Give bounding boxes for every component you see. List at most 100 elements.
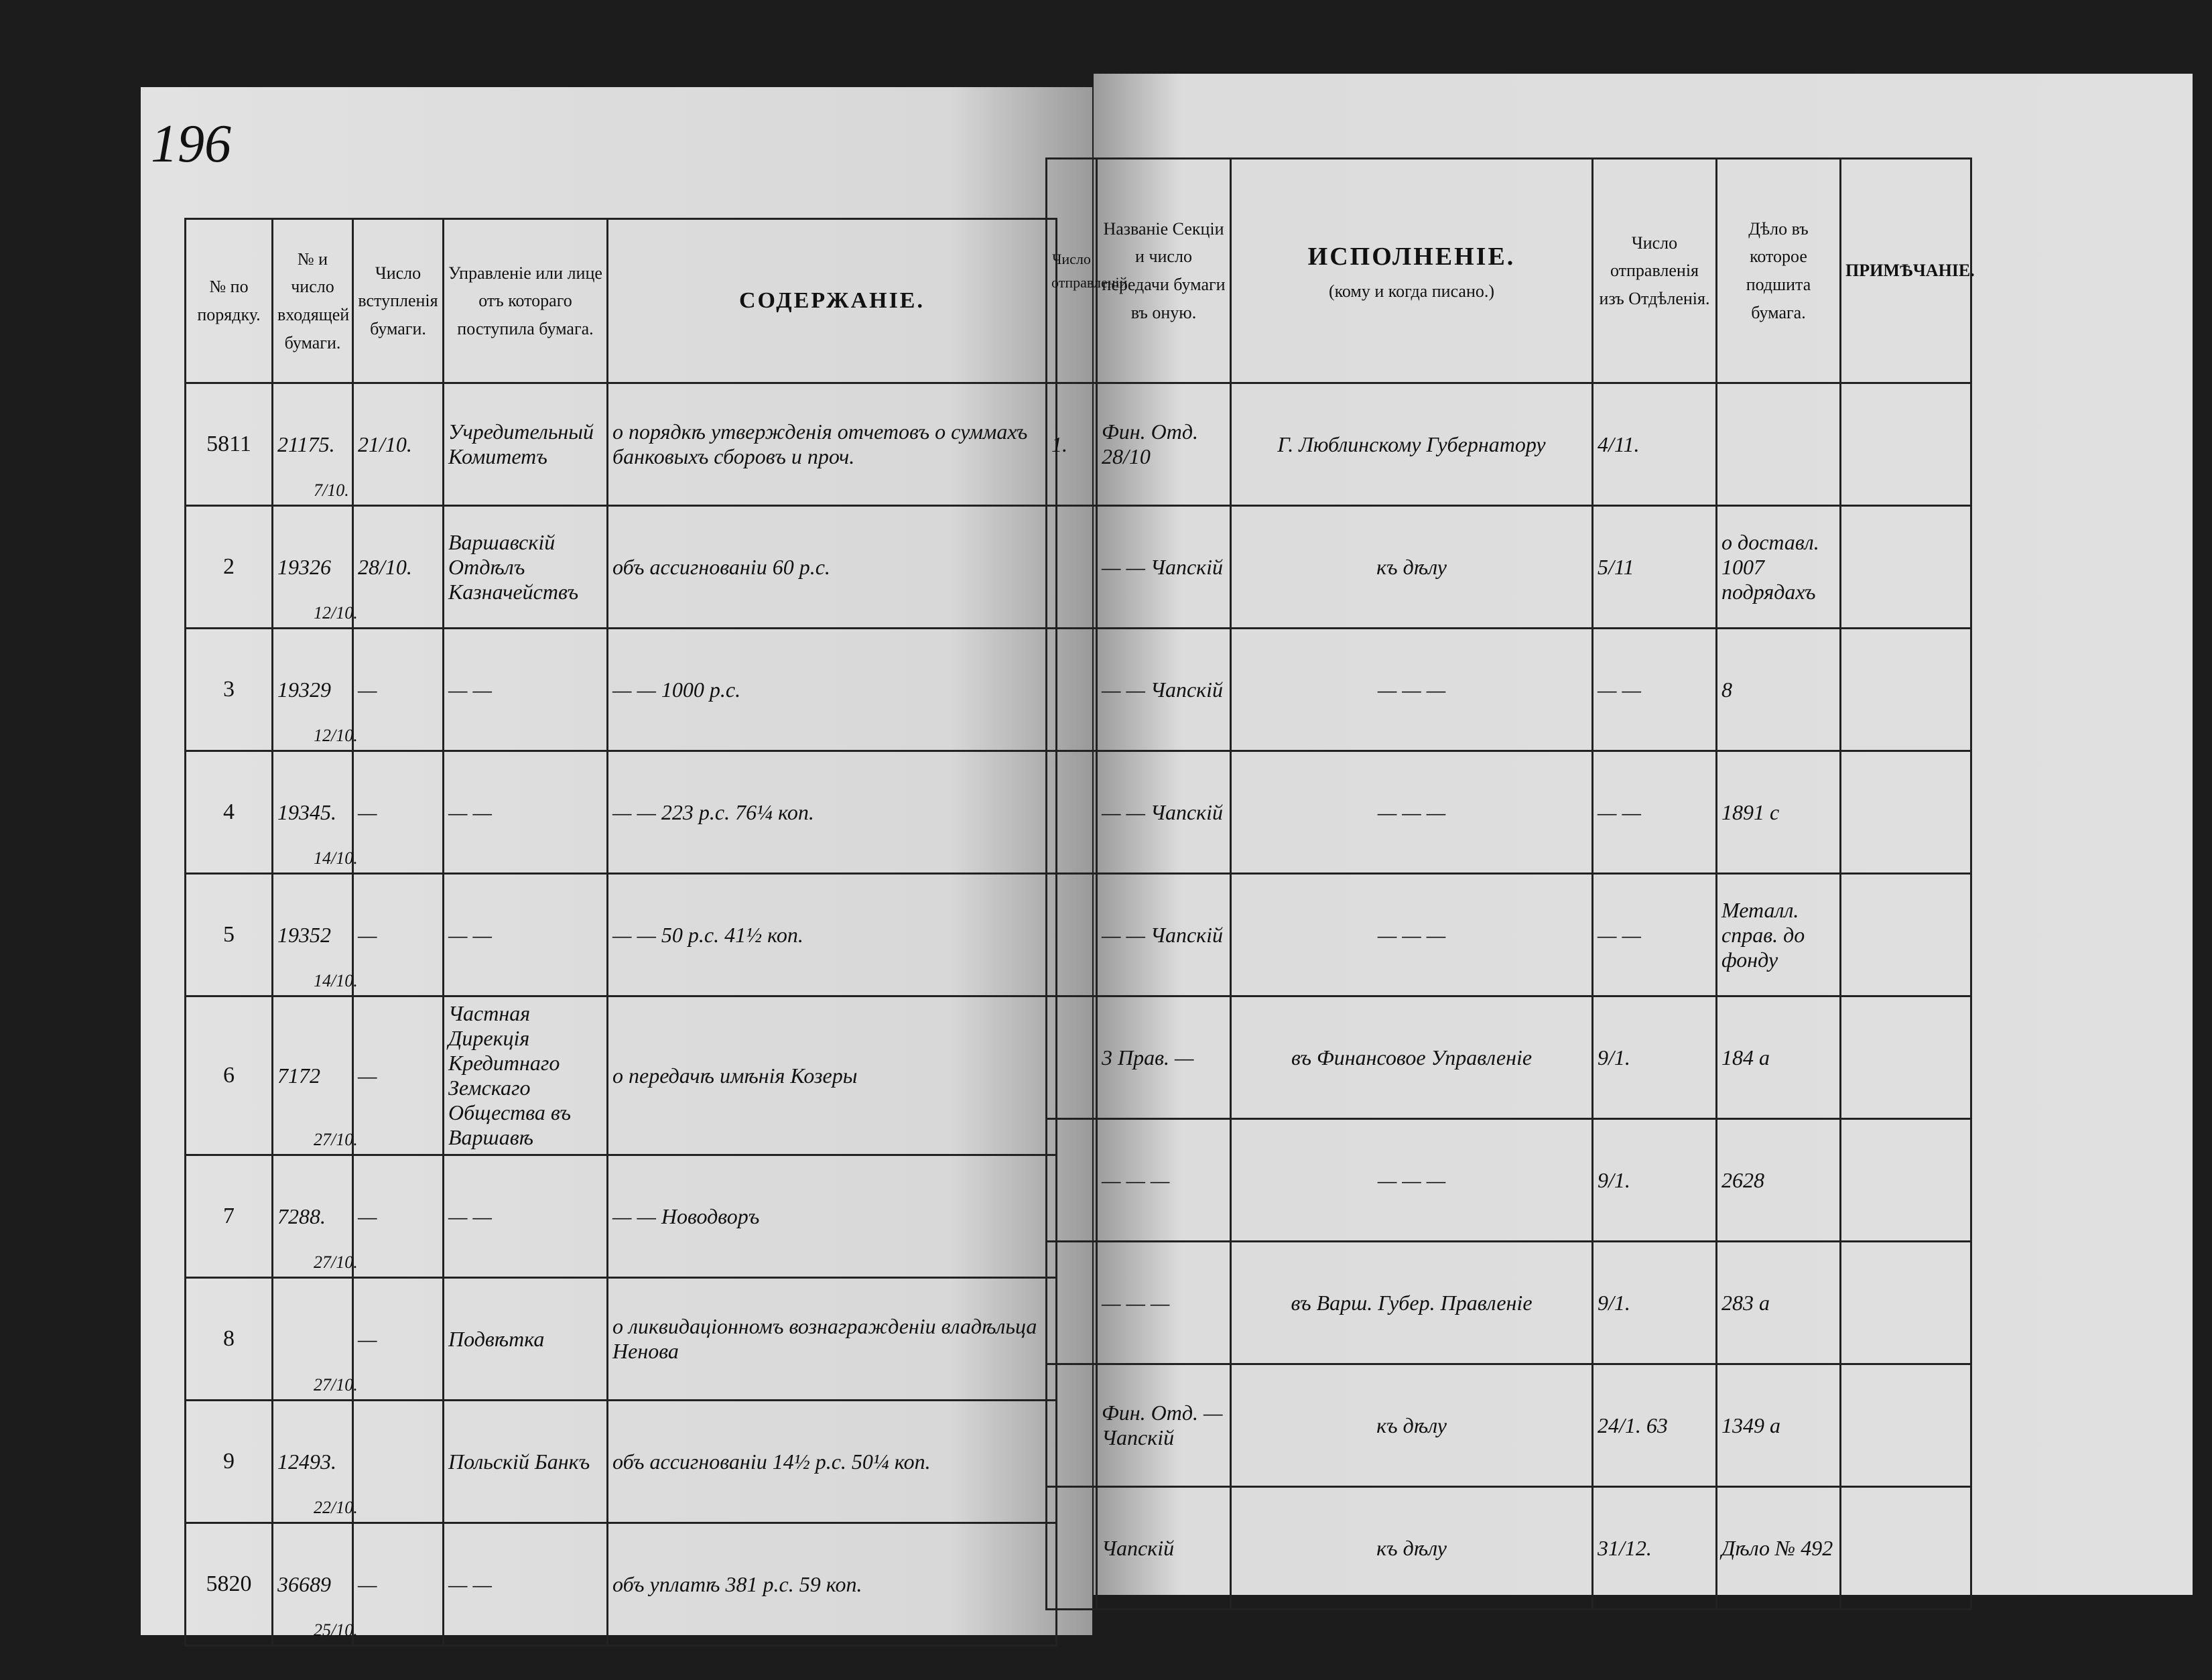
header-cell: № по порядку.: [184, 218, 273, 384]
cell: 2628: [1715, 1118, 1841, 1242]
source: — —: [448, 1571, 492, 1596]
sent: 1.: [1051, 432, 1067, 456]
cell: [1045, 505, 1098, 629]
execution: — — —: [1377, 677, 1446, 702]
row: Фин. Отд. — Чапскій къ дѣлу 24/1. 63 1349 а: [1045, 1363, 1972, 1488]
out: 5/11: [1598, 554, 1634, 579]
incoming-number: 21175.: [277, 432, 335, 456]
content: — — 223 р.с. 76¼ коп.: [612, 799, 814, 824]
incoming-date: 22/10.: [314, 1498, 358, 1517]
case: 1891 с: [1721, 799, 1780, 824]
section: — — —: [1102, 1167, 1170, 1192]
cell: [1045, 1363, 1098, 1488]
cell: въ Варш. Губер. Правленіе: [1230, 1240, 1593, 1365]
source: Подвѣтка: [448, 1326, 545, 1351]
cell: —: [352, 873, 444, 997]
cell: [1839, 873, 1972, 997]
execution: къ дѣлу: [1376, 1535, 1447, 1560]
section: Чапскій: [1102, 1535, 1175, 1560]
cell: — — —: [1230, 627, 1593, 752]
cell: 4: [184, 750, 273, 875]
cell: 19326 12/10.: [271, 505, 358, 629]
cell: 9/1.: [1591, 1240, 1717, 1365]
case: Дѣло № 492: [1721, 1535, 1833, 1560]
cell: Польскій Банкъ: [442, 1399, 608, 1524]
entry: —: [358, 1326, 377, 1351]
content: о ликвидаціонномъ вознагражденіи владѣль…: [612, 1314, 1037, 1363]
content: объ уплатѣ 381 р.с. 59 коп.: [612, 1571, 862, 1596]
cell: — — Чапскій: [1096, 627, 1232, 752]
execution: къ дѣлу: [1376, 554, 1447, 579]
out: — —: [1598, 799, 1641, 824]
page-number: 196: [151, 115, 231, 174]
cell: 9: [184, 1399, 273, 1524]
content: о передачѣ имѣнія Козеры: [612, 1063, 858, 1088]
cell: 9/1.: [1591, 1118, 1717, 1242]
cell: 3 Прав. —: [1096, 995, 1232, 1120]
cell: 5820: [184, 1522, 273, 1646]
header-cell: ПРИМѢЧАНІЕ.: [1839, 157, 1975, 384]
header-cell: Число отправленій: [1045, 157, 1127, 384]
cell: — — —: [1096, 1118, 1232, 1242]
cell: въ Финансовое Управленіе: [1230, 995, 1593, 1120]
execution: Г. Люблинскому Губернатору: [1277, 432, 1546, 456]
row: Чапскій къ дѣлу 31/12. Дѣло № 492: [1045, 1486, 1972, 1610]
row: 7 7288. 27/10. — — — — — Новодворъ: [184, 1154, 1057, 1279]
cell: Чапскій: [1096, 1486, 1232, 1610]
row-number: 2: [223, 554, 235, 579]
cell: —: [352, 1154, 444, 1279]
row-number: 5: [223, 922, 235, 947]
cell: 12493. 22/10.: [271, 1399, 358, 1524]
row: — — Чапскій — — — — — 8: [1045, 627, 1972, 752]
cell: [1839, 1118, 1972, 1242]
cell: — — —: [1230, 1118, 1593, 1242]
out: — —: [1598, 677, 1641, 702]
cell: 184 а: [1715, 995, 1841, 1120]
cell: — —: [442, 627, 608, 752]
cell: 36689 25/10.: [271, 1522, 358, 1646]
out: 24/1. 63: [1598, 1413, 1668, 1437]
source: Учредительный Комитетъ: [448, 419, 594, 468]
cell: [1045, 1118, 1098, 1242]
cell: — —: [442, 1522, 608, 1646]
cell: — —: [1591, 750, 1717, 875]
row-number: 8: [223, 1326, 235, 1351]
execution: къ дѣлу: [1376, 1413, 1447, 1437]
cell: —: [352, 750, 444, 875]
cell: 19329 12/10.: [271, 627, 358, 752]
cell: [1045, 1486, 1098, 1610]
row-number: 3: [223, 677, 235, 702]
cell: къ дѣлу: [1230, 1486, 1593, 1610]
cell: — — 50 р.с. 41½ коп.: [606, 873, 1057, 997]
row: 2 19326 12/10. 28/10. Варшавскій Отдѣлъ Казн…: [184, 505, 1057, 629]
entry: —: [358, 799, 377, 824]
row: 1. Фин. Отд. 28/10 Г. Люблинскому Губернат…: [1045, 382, 1972, 507]
incoming-date: 12/10.: [314, 603, 358, 623]
section: — — Чапскій: [1102, 554, 1224, 579]
row: — — Чапскій — — — — — 1891 с: [1045, 750, 1972, 875]
execution: въ Финансовое Управленіе: [1291, 1045, 1533, 1070]
source: — —: [448, 799, 492, 824]
case: 2628: [1721, 1167, 1764, 1192]
section: Фин. Отд. — Чапскій: [1102, 1401, 1223, 1449]
incoming-date: 27/10.: [314, 1252, 358, 1272]
incoming-date: 12/10.: [314, 726, 358, 745]
entry: —: [358, 1204, 377, 1228]
row: — — Чапскій къ дѣлу 5/11 о доставл. 1007 по…: [1045, 505, 1972, 629]
cell: 7288. 27/10.: [271, 1154, 358, 1279]
row: — — — въ Варш. Губер. Правленіе 9/1. 283 а: [1045, 1240, 1972, 1365]
cell: Варшавскій Отдѣлъ Казначействъ: [442, 505, 608, 629]
execution: въ Варш. Губер. Правленіе: [1291, 1290, 1533, 1315]
right-table: Число отправленій Названіе Секціи и числ…: [1045, 157, 1975, 1610]
cell: [1839, 382, 1972, 507]
cell: 1891 с: [1715, 750, 1841, 875]
case: 283 а: [1721, 1290, 1770, 1315]
entry: —: [358, 922, 377, 947]
incoming-number: 19345.: [277, 799, 336, 824]
out: 9/1.: [1598, 1167, 1630, 1192]
incoming-number: 7288.: [277, 1204, 326, 1228]
cell: о ликвидаціонномъ вознагражденіи владѣль…: [606, 1277, 1057, 1401]
cell: — —: [442, 750, 608, 875]
cell: [1715, 382, 1841, 507]
